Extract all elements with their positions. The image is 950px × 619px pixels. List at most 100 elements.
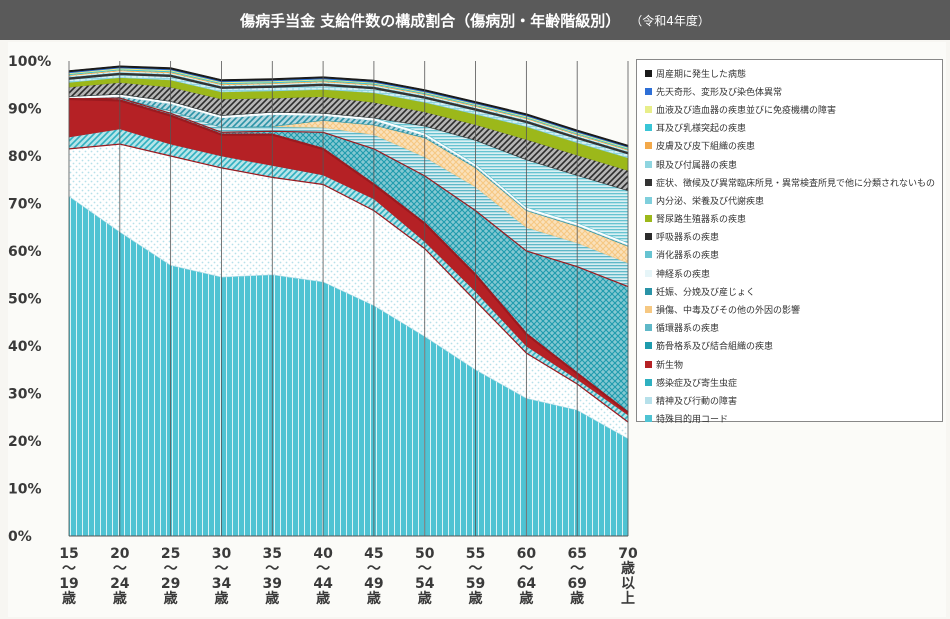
legend-swatch-icon xyxy=(645,269,652,277)
x-tick-label: 〜 xyxy=(316,561,330,577)
legend-swatch-icon xyxy=(645,360,652,368)
y-tick-label: 20% xyxy=(8,434,42,450)
legend-swatch-icon xyxy=(645,306,652,314)
boundary-line-2 xyxy=(68,143,629,423)
x-tick-label: 歳 xyxy=(418,590,432,607)
category-gridlines xyxy=(68,61,629,537)
x-tick-label: 歳 xyxy=(367,590,381,607)
legend-label: 内分泌、栄養及び代謝疾患 xyxy=(656,196,765,207)
legend-label: 腎尿路生殖器系の疾患 xyxy=(656,215,747,226)
x-tick-label: 歳 xyxy=(265,590,279,607)
legend-item: 腎尿路生殖器系の疾患 xyxy=(645,210,936,228)
legend-label: 特殊目的用コード xyxy=(656,415,729,426)
x-tick-label: 70 xyxy=(618,546,638,562)
x-tick-label: 歳 xyxy=(164,590,178,607)
legend-label: 妊娠、分娩及び産じょく xyxy=(656,287,756,298)
legend-item: 妊娠、分娩及び産じょく xyxy=(645,282,936,300)
x-tick-label: 45 xyxy=(364,546,383,562)
legend-label: 消化器系の疾患 xyxy=(656,251,720,262)
legend-label: 筋骨格系及び結合組織の疾患 xyxy=(656,342,774,353)
x-tick-label: 55 xyxy=(466,546,485,562)
area-layers xyxy=(68,65,629,537)
legend-label: 損傷、中毒及びその他の外因の影響 xyxy=(656,306,801,317)
legend-swatch-icon xyxy=(645,287,652,295)
x-tick-label: 35 xyxy=(263,546,282,562)
legend-item: 循環器系の疾患 xyxy=(645,319,936,337)
x-tick-label: 以 xyxy=(621,576,635,592)
boundary-line-5 xyxy=(68,97,629,288)
x-tick-label: 29 xyxy=(161,576,180,592)
legend-swatch-icon xyxy=(645,324,652,332)
legend-swatch-icon xyxy=(645,196,652,204)
y-tick-label: 100% xyxy=(8,54,51,70)
legend-item: 精神及び行動の障害 xyxy=(645,391,936,409)
x-tick-label: 〜 xyxy=(418,561,432,577)
legend-item: 先天奇形、変形及び染色体異常 xyxy=(645,82,936,100)
legend-swatch-icon xyxy=(645,105,652,113)
x-tick-label: 64 xyxy=(517,576,537,592)
x-tick-label: 54 xyxy=(415,576,435,592)
x-tick-label: 歳 xyxy=(113,590,127,607)
x-tick-label: 上 xyxy=(621,591,635,607)
x-axis-labels: 15〜19歳20〜24歳25〜29歳30〜34歳35〜39歳40〜44歳45〜4… xyxy=(59,546,638,607)
legend-item: 周産期に発生した病態 xyxy=(645,64,936,82)
x-tick-label: 24 xyxy=(110,576,130,592)
x-tick-label: 〜 xyxy=(367,561,381,577)
x-tick-label: 歳 xyxy=(570,590,584,607)
x-tick-label: 49 xyxy=(364,576,383,592)
x-tick-label: 19 xyxy=(59,576,78,592)
x-tick-label: 歳 xyxy=(316,590,330,607)
x-tick-label: 歳 xyxy=(62,590,76,607)
legend-label: 精神及び行動の障害 xyxy=(656,396,738,407)
legend-swatch-icon xyxy=(645,415,652,423)
legend-swatch-icon xyxy=(645,178,652,186)
y-axis-ticks: 0% 10% 20% 30% 40% 50% 60% 70% 80% 90% 100% xyxy=(8,54,51,545)
boundary-line-4 xyxy=(68,97,629,414)
legend-item: 皮膚及び皮下組織の疾患 xyxy=(645,137,936,155)
x-tick-label: 〜 xyxy=(265,561,279,577)
legend-label: 感染症及び寄生虫症 xyxy=(656,378,738,389)
x-tick-label: 15 xyxy=(59,546,78,562)
legend-item: 眼及び付属器の疾患 xyxy=(645,155,936,173)
legend-label: 血液及び造血器の疾患並びに免疫機構の障害 xyxy=(656,105,837,116)
y-tick-label: 10% xyxy=(8,482,42,498)
legend-item: 呼吸器系の疾患 xyxy=(645,228,936,246)
legend-label: 呼吸器系の疾患 xyxy=(656,233,720,244)
x-tick-label: 〜 xyxy=(113,561,127,577)
legend-label: 症状、徴候及び異常臨床所見・異常検査所見で他に分類されないもの xyxy=(656,178,936,189)
x-tick-label: 〜 xyxy=(570,561,584,577)
legend-label: 新生物 xyxy=(656,360,684,371)
legend-swatch-icon xyxy=(645,160,652,168)
legend-swatch-icon xyxy=(645,378,652,386)
legend-label: 眼及び付属器の疾患 xyxy=(656,160,738,171)
x-tick-label: 〜 xyxy=(519,561,533,577)
legend-swatch-icon xyxy=(645,87,652,95)
legend-item: 消化器系の疾患 xyxy=(645,246,936,264)
x-tick-label: 〜 xyxy=(469,561,483,577)
x-tick-label: 30 xyxy=(212,546,232,562)
legend-swatch-icon xyxy=(645,233,652,241)
x-tick-label: 59 xyxy=(466,576,485,592)
x-tick-label: 歳 xyxy=(214,590,228,607)
y-tick-label: 80% xyxy=(8,149,42,165)
y-tick-label: 90% xyxy=(8,102,42,118)
x-tick-label: 44 xyxy=(313,576,333,592)
legend-label: 皮膚及び皮下組織の疾患 xyxy=(656,142,756,153)
x-tick-label: 40 xyxy=(313,546,333,562)
y-tick-label: 50% xyxy=(8,292,42,308)
legend-swatch-icon xyxy=(645,124,652,132)
legend-swatch-icon xyxy=(645,342,652,350)
x-tick-label: 〜 xyxy=(214,561,228,577)
legend-swatch-icon xyxy=(645,69,652,77)
legend-label: 先天奇形、変形及び染色体異常 xyxy=(656,87,783,98)
x-tick-label: 60 xyxy=(517,546,537,562)
x-tick-label: 〜 xyxy=(62,561,76,577)
legend-item: 耳及び乳様突起の疾患 xyxy=(645,119,936,137)
legend-swatch-icon xyxy=(645,251,652,259)
legend-label: 耳及び乳様突起の疾患 xyxy=(656,124,747,135)
x-tick-label: 25 xyxy=(161,546,180,562)
legend: 周産期に発生した病態先天奇形、変形及び染色体異常血液及び造血器の疾患並びに免疫機… xyxy=(636,59,943,426)
y-tick-label: 30% xyxy=(8,387,42,403)
x-tick-label: 歳 xyxy=(621,560,635,577)
